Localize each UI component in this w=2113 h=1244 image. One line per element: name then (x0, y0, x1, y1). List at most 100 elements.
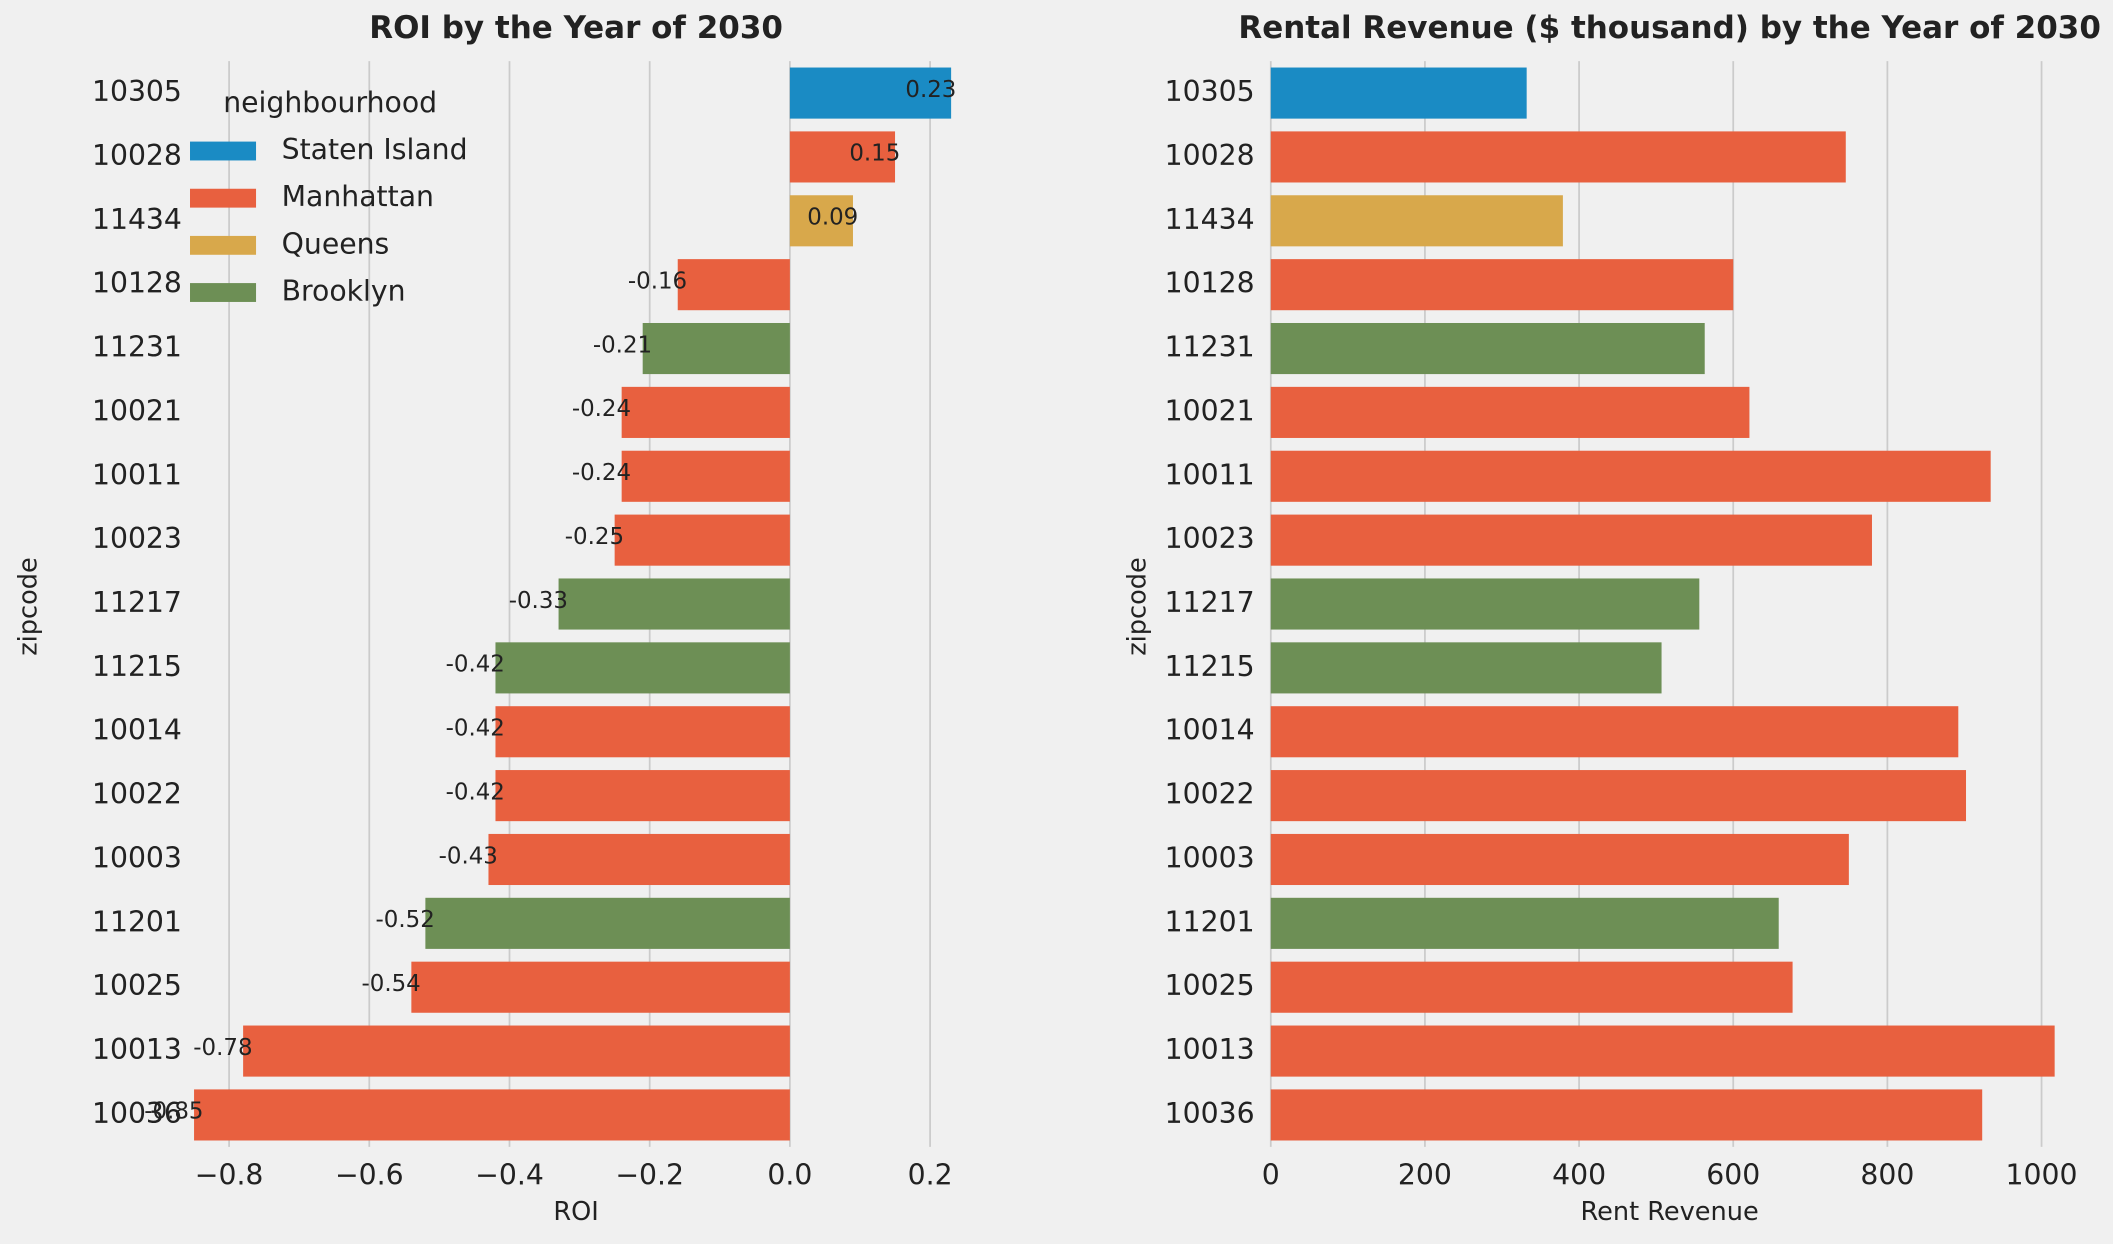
value-label: 0.09 (807, 205, 858, 231)
x-tick-label: 600 (1706, 1159, 1760, 1192)
bar (1270, 897, 1779, 949)
y-tick-label: 11201 (1165, 905, 1255, 938)
y-tick-label: 10025 (92, 969, 182, 1002)
y-tick-label: 11215 (1165, 650, 1255, 683)
y-tick-label: 10028 (1165, 139, 1255, 172)
bar (614, 514, 790, 566)
chart-title: Rental Revenue ($ thousand) by the Year … (1238, 10, 2101, 46)
bar (1270, 514, 1872, 566)
y-tick-label: 10014 (92, 714, 182, 747)
bar (789, 67, 952, 119)
legend-label: Manhattan (282, 180, 434, 213)
y-tick-label: 10003 (1165, 841, 1255, 874)
value-label: -0.54 (362, 971, 421, 997)
y-tick-label: 11434 (1165, 203, 1255, 236)
bar (789, 195, 853, 247)
y-tick-label: 10013 (1165, 1033, 1255, 1066)
bar (194, 1089, 790, 1141)
y-tick-label: 11434 (92, 203, 182, 236)
x-axis-label: ROI (553, 1197, 598, 1227)
x-tick-label: 0 (1262, 1159, 1280, 1192)
y-tick-label: 10021 (92, 394, 182, 427)
legend-swatch (190, 283, 257, 302)
y-tick-label: 10003 (92, 841, 182, 874)
x-tick-label: −0.6 (335, 1159, 404, 1192)
bar (1270, 195, 1563, 247)
y-tick-label: 10022 (1165, 778, 1255, 811)
bar (558, 578, 790, 630)
bar (495, 642, 790, 694)
legend-swatch (190, 188, 257, 208)
value-label: 0.23 (905, 77, 956, 103)
bar (1270, 1089, 1983, 1141)
value-label: -0.42 (446, 779, 505, 805)
legend-swatch (190, 141, 257, 161)
bar (1270, 770, 1967, 822)
bar (1270, 259, 1734, 311)
bar (1270, 833, 1849, 886)
y-tick-label: 10014 (1165, 714, 1255, 747)
y-tick-label: 10036 (1165, 1097, 1255, 1130)
y-tick-label: 11215 (92, 650, 182, 683)
bar (243, 1025, 790, 1077)
value-label: -0.85 (144, 1099, 203, 1125)
bar (621, 450, 790, 502)
x-tick-label: −0.2 (615, 1159, 684, 1192)
y-tick-label: 10025 (1165, 969, 1255, 1002)
x-tick-label: 400 (1552, 1159, 1606, 1192)
legend-label: Staten Island (282, 133, 468, 166)
x-tick-label: −0.4 (475, 1159, 544, 1192)
bar (1270, 578, 1700, 630)
legend-swatch (190, 235, 257, 255)
y-tick-label: 10305 (92, 75, 182, 108)
legend-label: Brooklyn (282, 275, 406, 308)
y-axis-label: zipcode (14, 557, 44, 656)
x-axis-label: Rent Revenue (1581, 1197, 1759, 1227)
bar (677, 259, 790, 311)
bar (495, 770, 790, 822)
y-tick-label: 10023 (1165, 522, 1255, 555)
bar (1270, 961, 1793, 1013)
y-tick-label: 10036 (92, 1097, 182, 1130)
y-tick-label: 11217 (1165, 586, 1255, 619)
value-label: 0.15 (849, 141, 900, 167)
value-label: -0.24 (572, 460, 631, 486)
bar (1270, 67, 1527, 119)
y-tick-label: 11231 (92, 331, 182, 364)
x-tick-label: 0.0 (767, 1159, 812, 1192)
chart-title: ROI by the Year of 2030 (369, 10, 783, 46)
value-label: -0.33 (509, 588, 568, 614)
bar (1270, 450, 1991, 502)
y-tick-label: 11231 (1165, 331, 1255, 364)
x-tick-label: 800 (1860, 1159, 1914, 1192)
value-label: -0.25 (565, 524, 624, 550)
bar (621, 386, 790, 438)
bar (425, 897, 790, 949)
bar (1270, 386, 1750, 438)
y-tick-label: 10022 (92, 778, 182, 811)
y-tick-label: 10028 (92, 139, 182, 172)
y-tick-label: 10011 (1165, 458, 1255, 491)
bar (789, 131, 896, 183)
y-tick-label: 10128 (92, 267, 182, 300)
value-label: -0.24 (572, 396, 631, 422)
x-tick-label: 1000 (2006, 1159, 2078, 1192)
value-label: -0.52 (376, 907, 435, 933)
value-label: -0.16 (628, 268, 687, 294)
x-tick-label: −0.8 (195, 1159, 264, 1192)
value-label: -0.42 (446, 716, 505, 742)
y-tick-label: 10013 (92, 1033, 182, 1066)
y-tick-label: 10021 (1165, 394, 1255, 427)
value-label: -0.21 (593, 332, 652, 358)
bar (1270, 642, 1662, 694)
legend-title: neighbourhood (223, 86, 437, 119)
y-tick-label: 10011 (92, 458, 182, 491)
y-tick-label: 10305 (1165, 75, 1255, 108)
y-tick-label: 10023 (92, 522, 182, 555)
bar (1270, 131, 1846, 183)
bar (411, 961, 790, 1013)
value-label: -0.78 (193, 1035, 252, 1061)
y-tick-label: 11201 (92, 905, 182, 938)
bar (642, 322, 790, 375)
